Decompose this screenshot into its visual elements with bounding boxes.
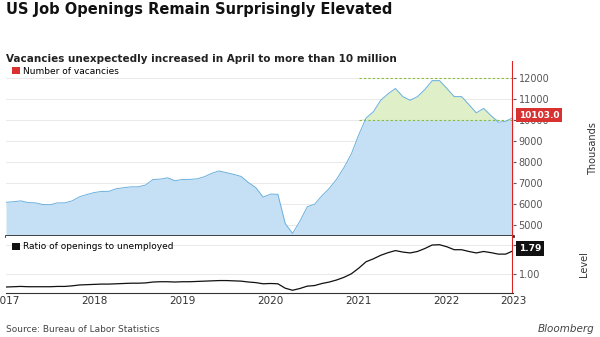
Text: 10103.0: 10103.0 xyxy=(518,111,559,120)
Y-axis label: Level: Level xyxy=(579,252,589,277)
Y-axis label: Thousands: Thousands xyxy=(588,122,598,175)
Text: US Job Openings Remain Surprisingly Elevated: US Job Openings Remain Surprisingly Elev… xyxy=(6,2,392,17)
Legend: Ratio of openings to unemployed: Ratio of openings to unemployed xyxy=(11,240,175,253)
Text: Source: Bureau of Labor Statistics: Source: Bureau of Labor Statistics xyxy=(6,325,160,334)
Text: 1.79: 1.79 xyxy=(518,244,541,253)
Legend: Number of vacancies: Number of vacancies xyxy=(11,65,121,78)
Text: Vacancies unexpectedly increased in April to more than 10 million: Vacancies unexpectedly increased in Apri… xyxy=(6,54,397,64)
Text: Bloomberg: Bloomberg xyxy=(537,324,594,334)
